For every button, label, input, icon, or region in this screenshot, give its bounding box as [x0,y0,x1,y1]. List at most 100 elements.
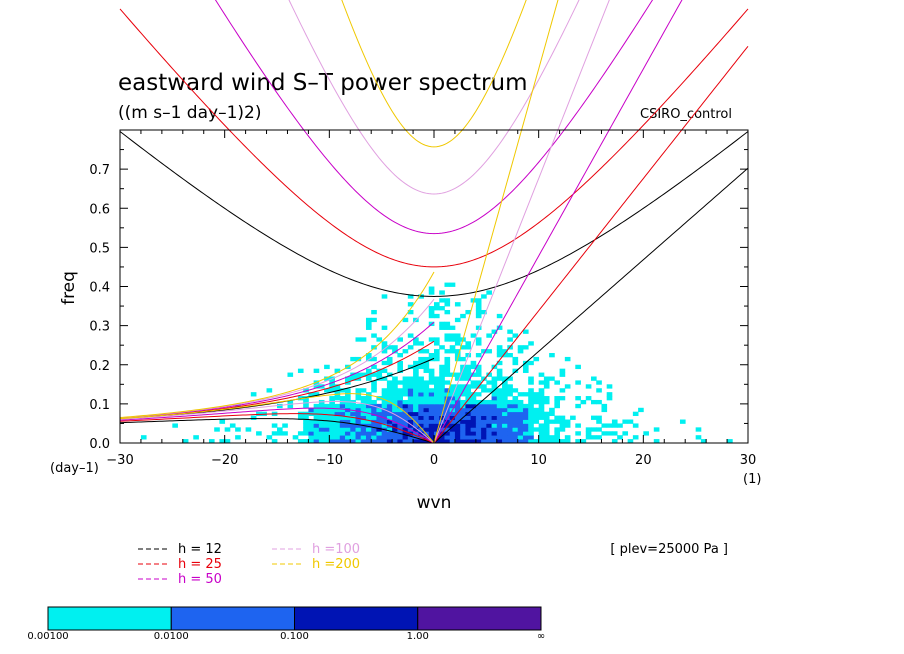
heat-cell [423,388,430,393]
heat-cell [172,423,178,428]
heat-cell [554,435,560,440]
heat-cell [617,435,623,440]
heat-cell [538,431,545,436]
heat-cell [554,427,560,432]
heat-cell [381,341,388,346]
heat-cell [371,411,377,417]
heat-cell [695,435,702,440]
heat-cell [591,427,597,432]
heat-cell [308,392,315,397]
heat-cell [428,337,435,342]
heat-cell [386,407,393,413]
heat-cell [329,439,335,444]
heat-cell [528,431,534,436]
heat-cell [465,309,472,315]
heat-cell [386,396,393,401]
heat-cell [428,427,435,432]
heat-cell [297,415,304,420]
heat-cell [538,411,545,417]
heat-cell [470,372,477,377]
heat-cell [465,345,472,350]
heat-cell [355,423,362,428]
heat-cell [407,435,414,440]
heat-cell [376,407,383,413]
heat-cell [496,353,503,358]
heat-cell [606,431,613,436]
heat-cell [402,384,409,389]
heat-cell [313,435,320,440]
heat-cell [407,439,414,444]
heat-cell [507,376,513,381]
heat-cell [444,309,451,315]
heat-cell [397,337,403,342]
heat-cell [434,306,440,311]
heat-cell [428,306,435,311]
heat-cell [507,329,513,334]
heat-cell [512,419,519,424]
heat-cell [397,388,403,393]
heat-cell [418,349,424,354]
heat-cell [434,407,440,413]
heat-cell [470,435,477,440]
heat-cell [271,423,278,428]
heat-cell [538,399,545,405]
heat-cell [423,392,430,397]
heat-cell [402,431,409,436]
heat-cell [575,380,581,385]
heat-cell [575,423,581,428]
heat-cell [365,431,372,436]
heat-cell [475,309,482,315]
heat-cell [601,403,608,409]
heat-cell [496,368,503,373]
curve-kelvin-h-200 [433,0,559,444]
colorbar-swatch [47,606,172,631]
heat-cell [475,403,482,409]
heat-cell [528,419,534,424]
heat-cell [454,396,461,401]
heat-cell [470,384,477,389]
heat-cell [407,384,414,389]
heat-cell [528,411,534,417]
heat-cell [543,380,550,385]
heat-cell [549,407,555,413]
heat-cell [386,435,393,440]
heat-cell [381,345,388,350]
heat-cell [250,392,257,397]
heat-cell [271,431,278,436]
heat-cell [486,419,492,424]
heat-cell [575,396,581,401]
heat-cell [601,431,608,436]
heat-cell [365,325,372,330]
heat-cell [475,313,482,319]
heat-cell [465,376,472,381]
colorbar-label: 1.00 [407,631,429,642]
heat-cell [538,396,545,401]
heat-cell [423,423,430,428]
heat-cell [507,399,513,405]
heat-cell [449,415,456,420]
heat-cell [596,399,602,405]
heat-cell [543,423,550,428]
heat-cell [318,423,325,428]
heat-cell [543,419,550,424]
heat-cell [235,427,241,432]
heat-cell [386,384,393,389]
heat-cell [470,423,477,428]
heat-cell [596,435,602,440]
heat-cell [460,407,466,413]
heat-cell [533,427,540,432]
heat-cell [481,349,487,354]
heat-cell [219,419,226,424]
heat-cell [575,431,581,436]
heat-cell [449,325,456,330]
heat-cell [313,403,320,409]
heat-cell [470,360,477,366]
heat-cell [439,423,445,428]
heat-cell [517,411,524,417]
heat-cell [470,411,477,417]
curve-mixed-rossby-gravity-h-200 [119,271,435,419]
heat-cell [517,407,524,413]
heat-cell [413,341,419,346]
heat-cell [297,439,304,444]
heat-cell [350,439,356,444]
